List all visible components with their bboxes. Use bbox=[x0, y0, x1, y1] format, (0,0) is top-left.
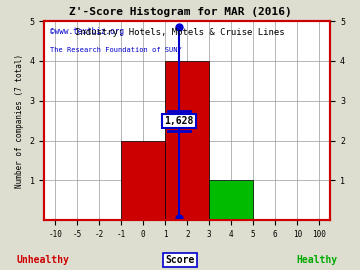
Bar bbox=[209, 180, 253, 220]
Bar bbox=[165, 61, 209, 220]
Text: Unhealthy: Unhealthy bbox=[17, 255, 69, 265]
Text: Industry: Hotels, Motels & Cruise Lines: Industry: Hotels, Motels & Cruise Lines bbox=[75, 28, 285, 37]
Text: 1,628: 1,628 bbox=[165, 116, 194, 126]
Y-axis label: Number of companies (7 total): Number of companies (7 total) bbox=[15, 53, 24, 188]
Text: Healthy: Healthy bbox=[296, 255, 337, 265]
Bar bbox=[121, 140, 165, 220]
Text: The Research Foundation of SUNY: The Research Foundation of SUNY bbox=[50, 47, 182, 53]
Text: ©www.textbiz.org: ©www.textbiz.org bbox=[50, 27, 124, 36]
Text: Z'-Score Histogram for MAR (2016): Z'-Score Histogram for MAR (2016) bbox=[69, 7, 291, 17]
Text: Score: Score bbox=[165, 255, 195, 265]
